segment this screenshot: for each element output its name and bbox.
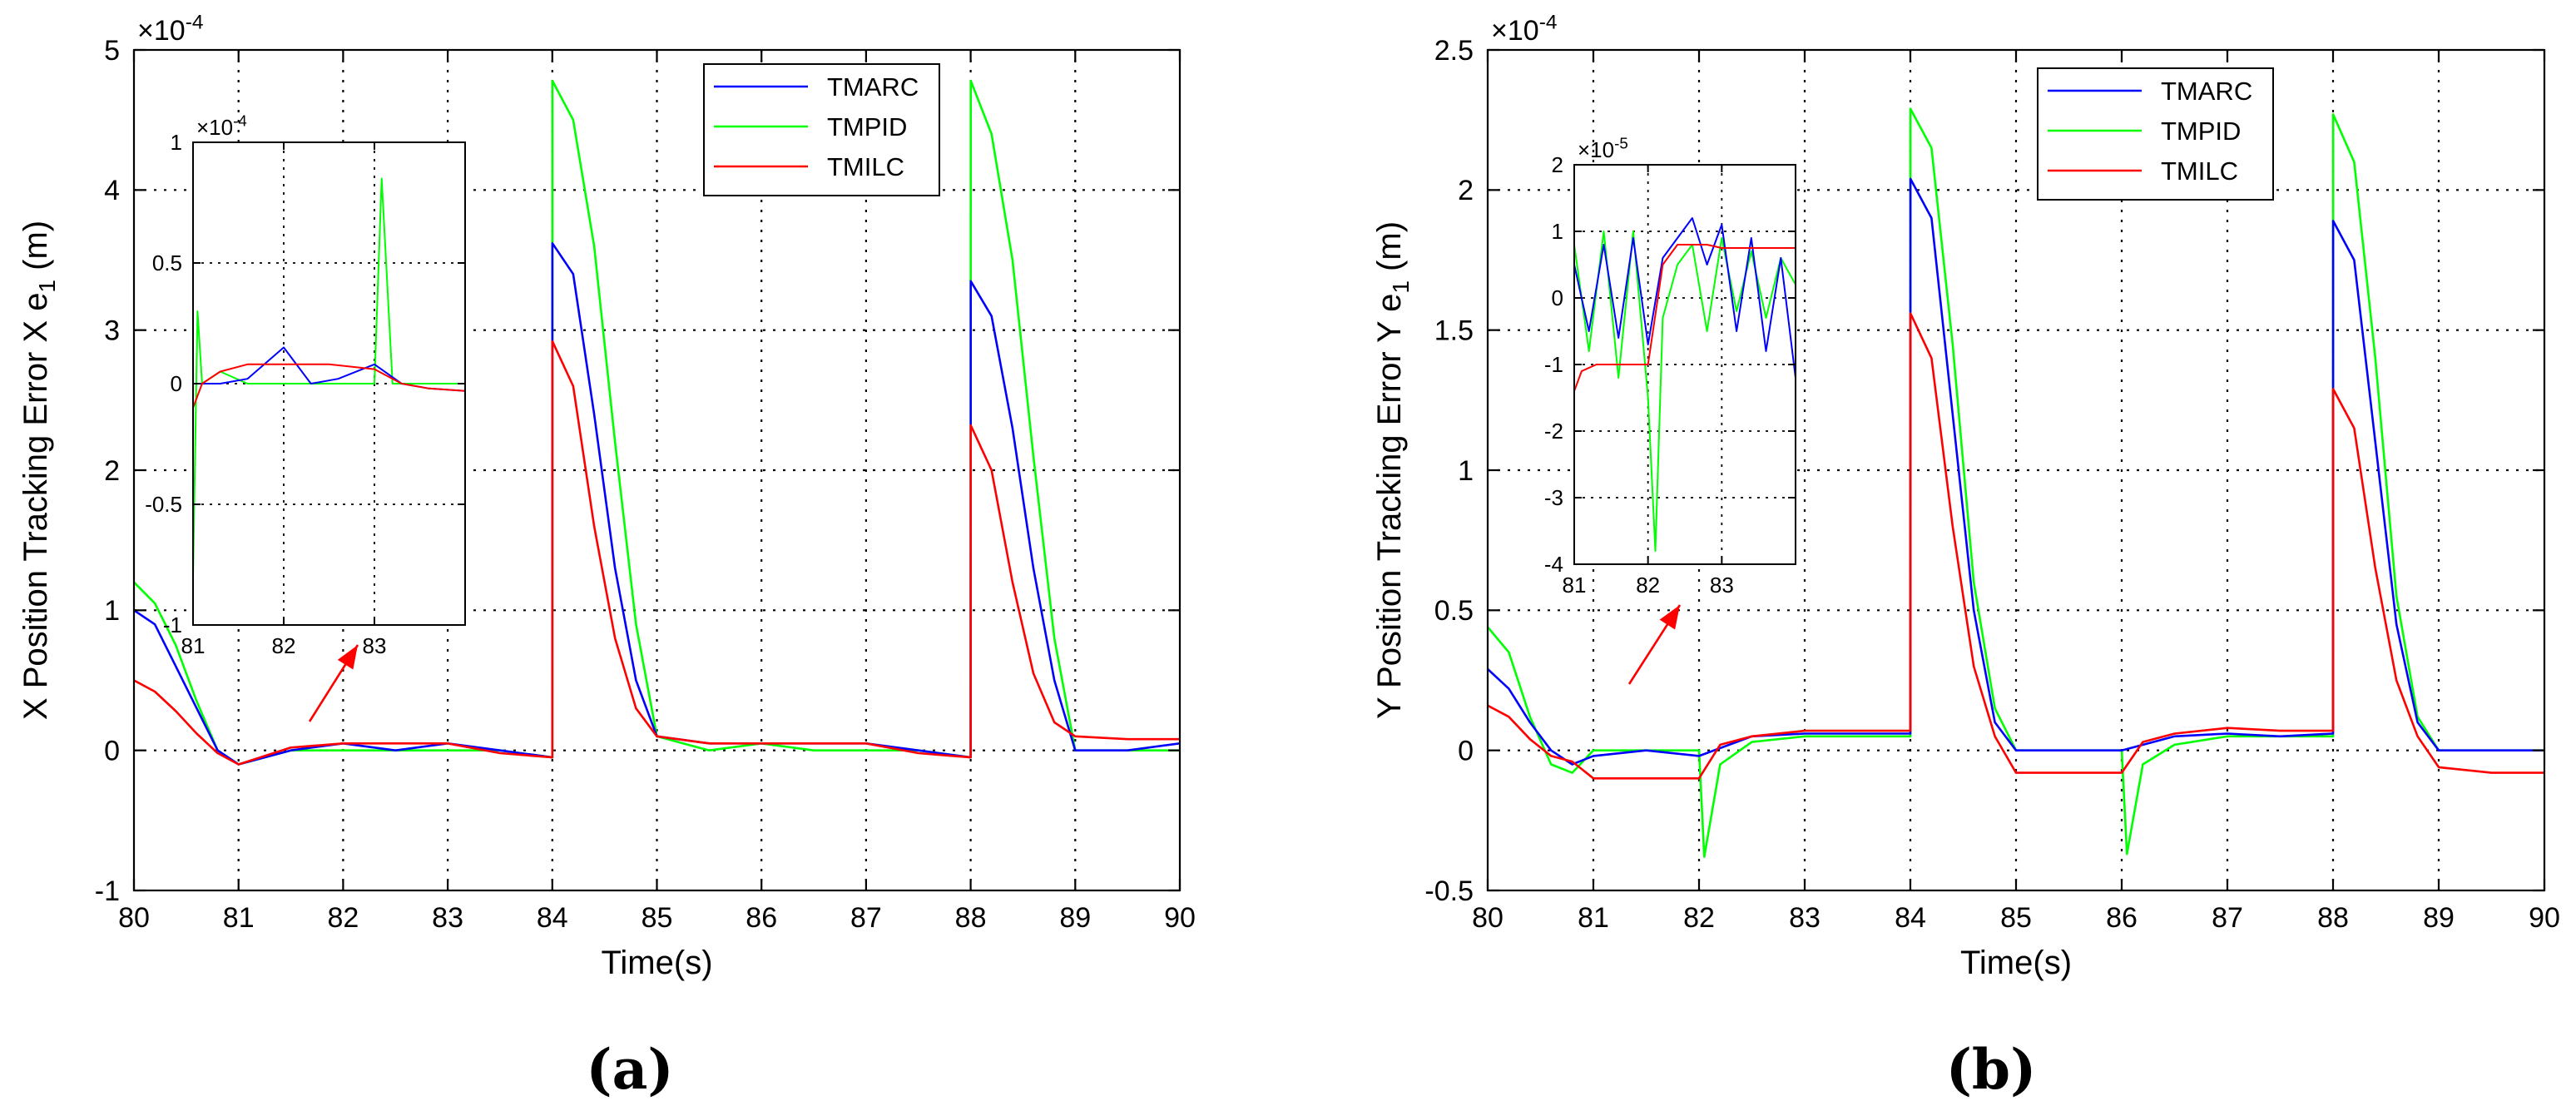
chart-b-inset-ytick-label-3: -1 [1544,352,1563,377]
chart-b-legend: TMARC TMPID TMILC [2037,67,2274,201]
chart-b-xtick-label-9: 89 [2423,902,2455,934]
chart-a-inset-xtick-label-2: 83 [363,633,387,658]
chart-b-inset-xtick-label-0: 81 [1563,573,1587,598]
chart-a-xlabel: Time(s) [601,945,712,981]
chart-b-zoom-arrow [1627,604,1682,685]
chart-b-ytick-label-6: 2.5 [1434,35,1474,67]
panel-label-b: (b) [1946,1037,2037,1102]
chart-b-series-tmarc [1488,177,2544,766]
chart-a-legend-label-tmarc: TMARC [827,72,919,102]
chart-a-legend: TMARC TMPID TMILC [703,63,940,196]
chart-a-ytick-label-0: -1 [95,875,120,907]
chart-b: 80 81 82 83 84 85 86 87 88 89 90 -0.5 0 0.5 1 1.5 2 2.5 ×1… [1371,12,2560,982]
chart-a-inset-xtick-label-1: 82 [272,633,296,658]
chart-a-exponent-label: ×10-4 [137,12,203,47]
chart-b-ytick-label-1: 0 [1458,736,1474,767]
chart-b-xtick-label-4: 84 [1895,902,1926,934]
chart-b-inset-series-tmilc [1574,244,1796,392]
chart-b-legend-label-tmarc: TMARC [2161,77,2252,106]
chart-a-ytick-label-2: 1 [104,595,120,627]
chart-b-series-tmilc [1488,312,2544,780]
chart-a-inset-ytick-label-1: -0.5 [145,492,182,517]
chart-b-inset-ytick-label-1: -3 [1544,485,1563,510]
chart-a-arrow-head [337,645,358,670]
chart-b-inset-xtick-label-2: 83 [1710,573,1734,598]
chart-b-inset-series-group [1574,217,1796,552]
chart-b-xtick-label-10: 90 [2529,902,2560,934]
chart-a-ylabel: X Position Tracking Error X e1 (m) [17,221,60,720]
chart-b-xlabel: Time(s) [1960,945,2072,981]
chart-a-inset-series-tmpid [193,177,465,578]
chart-b-xtick-label-1: 81 [1578,902,1609,934]
chart-a-xtick-label-7: 87 [850,902,882,934]
chart-b-ytick-label-5: 2 [1458,175,1474,206]
chart-b-xtick-label-0: 80 [1472,902,1503,934]
chart-a-xtick-label-10: 90 [1164,902,1196,934]
chart-b-ytick-label-3: 1 [1458,455,1474,487]
panel-label-a: (a) [586,1037,673,1102]
chart-a-inset-series-group [193,177,465,578]
chart-a-series-group [134,79,1180,766]
chart-a-ytick-label-4: 3 [104,315,120,347]
chart-b-ytick-label-4: 1.5 [1434,315,1474,347]
chart-a-ytick-label-6: 5 [104,35,120,67]
chart-a-xtick-label-0: 80 [118,902,150,934]
chart-b-arrow-head [1659,605,1680,630]
chart-a-xtick-label-2: 82 [327,902,359,934]
chart-a-inset-xtick-label-0: 81 [181,633,206,658]
chart-a-xtick-label-6: 86 [746,902,777,934]
chart-a-xtick-label-5: 85 [642,902,673,934]
chart-a: 80 81 82 83 84 85 86 87 88 89 90 -1 0 1 2 3 4 5 ×10-4 Time(… [17,12,1196,982]
chart-b-ytick-label-2: 0.5 [1434,595,1474,627]
chart-b-inset-ytick-label-4: 0 [1552,285,1563,310]
chart-b-legend-label-tmilc: TMILC [2161,156,2238,186]
chart-a-series-tmilc [134,340,1180,766]
chart-b-xtick-label-2: 82 [1683,902,1715,934]
chart-b-xtick-label-7: 87 [2212,902,2243,934]
chart-b-xtick-label-6: 86 [2106,902,2138,934]
chart-a-inset-ytick-label-3: 0.5 [152,250,182,275]
chart-a-ytick-label-1: 0 [104,736,120,767]
chart-a-inset-ytick-label-4: 1 [171,130,182,155]
chart-a-xtick-label-9: 89 [1059,902,1091,934]
chart-b-inset-series-tmarc [1574,217,1796,379]
chart-b-ytick-label-0: -0.5 [1424,875,1474,907]
chart-a-xtick-label-1: 81 [223,902,255,934]
chart-b-inset-ytick-label-5: 1 [1552,219,1563,244]
chart-b-legend-label-tmpid: TMPID [2161,117,2241,146]
chart-b-xtick-label-5: 85 [2000,902,2032,934]
chart-b-inset-xtick-label-1: 82 [1636,573,1660,598]
chart-b-xtick-label-3: 83 [1789,902,1821,934]
chart-a-inset-chart: 81 82 83-1-0.500.51×10-4 [145,112,466,658]
chart-a-xtick-label-8: 88 [955,902,987,934]
chart-a-zoom-arrow [308,644,359,722]
chart-a-inset-series-tmilc [193,363,465,409]
chart-a-legend-label-tmpid: TMPID [827,112,907,141]
chart-a-xtick-label-4: 84 [537,902,568,934]
chart-b-inset-ytick-label-6: 2 [1552,152,1563,177]
chart-a-inset-ytick-label-0: -1 [163,613,182,637]
chart-b-exponent-label: ×10-4 [1491,12,1557,47]
chart-b-inset-ytick-label-0: -4 [1544,552,1563,577]
chart-b-xtick-label-8: 88 [2317,902,2349,934]
chart-a-xtick-label-3: 83 [432,902,463,934]
chart-a-ytick-label-3: 2 [104,455,120,487]
chart-a-legend-label-tmilc: TMILC [827,152,904,181]
chart-b-series-group [1488,107,2544,858]
chart-b-inset-ytick-label-2: -2 [1544,419,1563,444]
chart-a-inset-ytick-label-2: 0 [171,371,182,396]
chart-b-ylabel: Y Position Tracking Error Y e1 (m) [1371,221,1414,719]
chart-a-ytick-label-5: 4 [104,175,120,206]
